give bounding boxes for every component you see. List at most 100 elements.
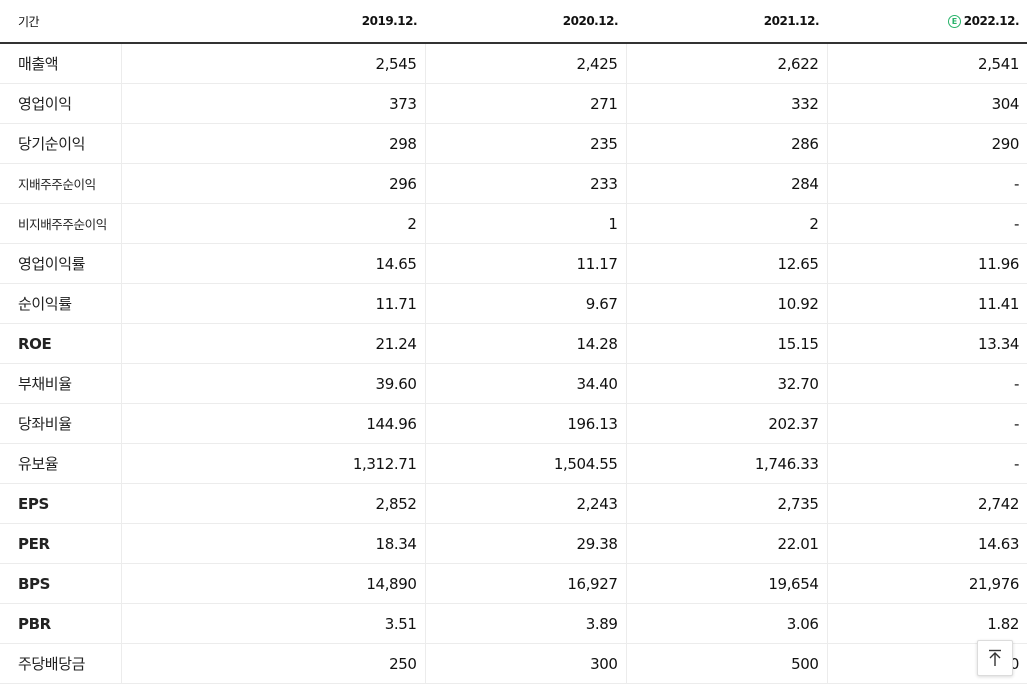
- cell-value: 1,504.55: [424, 443, 626, 484]
- cell-value: 196.13: [424, 403, 626, 444]
- cell-value: 11.96: [826, 243, 1027, 284]
- cell-value: 19,654: [625, 563, 827, 604]
- cell-value: 16,927: [424, 563, 626, 604]
- table-header-row: 기간 2019.12. 2020.12. 2021.12. E 2022.12.: [0, 0, 1027, 44]
- cell-value: 2,243: [424, 483, 626, 524]
- cell-value: 2: [120, 203, 425, 244]
- cell-value: 3.06: [625, 603, 827, 644]
- table-row: ROE 21.24 14.28 15.15 13.34: [0, 323, 1027, 364]
- row-label: 당기순이익: [0, 123, 121, 164]
- cell-value: 290: [826, 123, 1027, 164]
- year-header: 2020.12.: [425, 0, 626, 44]
- cell-value: 18.34: [120, 523, 425, 564]
- row-label: EPS: [0, 483, 121, 524]
- year-header-estimate: E 2022.12.: [827, 0, 1027, 44]
- cell-value: 32.70: [625, 363, 827, 404]
- row-label: 영업이익: [0, 83, 121, 124]
- cell-value: 373: [120, 83, 425, 124]
- cell-value: 10.92: [625, 283, 827, 324]
- cell-value: 1: [424, 203, 626, 244]
- row-label: 당좌비율: [0, 403, 121, 444]
- cell-value: 2,742: [826, 483, 1027, 524]
- row-label: PER: [0, 523, 121, 564]
- cell-value: 29.38: [424, 523, 626, 564]
- row-label: ROE: [0, 323, 121, 364]
- cell-value: 202.37: [625, 403, 827, 444]
- table-row: EPS 2,852 2,243 2,735 2,742: [0, 483, 1027, 524]
- cell-value: 14.65: [120, 243, 425, 284]
- row-label: 부채비율: [0, 363, 121, 404]
- row-label: 유보율: [0, 443, 121, 484]
- arrow-up-to-line-icon: [989, 649, 1001, 666]
- cell-value: 271: [424, 83, 626, 124]
- cell-value: 9.67: [424, 283, 626, 324]
- cell-value: 13.34: [826, 323, 1027, 364]
- cell-value: 11.17: [424, 243, 626, 284]
- cell-value: 332: [625, 83, 827, 124]
- row-label: 순이익률: [0, 283, 121, 324]
- cell-value: 15.15: [625, 323, 827, 364]
- row-label: PBR: [0, 603, 121, 644]
- cell-value: -: [826, 443, 1027, 484]
- table-row: 당기순이익 298 235 286 290: [0, 123, 1027, 164]
- table-row: 부채비율 39.60 34.40 32.70 -: [0, 363, 1027, 404]
- cell-value: 298: [120, 123, 425, 164]
- cell-value: 3.89: [424, 603, 626, 644]
- row-label: BPS: [0, 563, 121, 604]
- cell-value: 2,622: [625, 43, 827, 84]
- cell-value: 11.71: [120, 283, 425, 324]
- cell-value: 2: [625, 203, 827, 244]
- cell-value: 284: [625, 163, 827, 204]
- row-label: 지배주주순이익: [0, 163, 121, 204]
- cell-value: -: [826, 403, 1027, 444]
- cell-value: 2,541: [826, 43, 1027, 84]
- cell-value: 14,890: [120, 563, 425, 604]
- table-row: 영업이익 373 271 332 304: [0, 83, 1027, 124]
- cell-value: -: [826, 203, 1027, 244]
- cell-value: 14.28: [424, 323, 626, 364]
- cell-value: 11.41: [826, 283, 1027, 324]
- cell-value: 1,746.33: [625, 443, 827, 484]
- table-row: 지배주주순이익 296 233 284 -: [0, 163, 1027, 204]
- cell-value: 2,545: [120, 43, 425, 84]
- table-row: 영업이익률 14.65 11.17 12.65 11.96: [0, 243, 1027, 284]
- cell-value: 296: [120, 163, 425, 204]
- cell-value: 34.40: [424, 363, 626, 404]
- table-row: 당좌비율 144.96 196.13 202.37 -: [0, 403, 1027, 444]
- cell-value: 300: [424, 643, 626, 684]
- scroll-to-top-button[interactable]: [977, 640, 1013, 676]
- cell-value: 286: [625, 123, 827, 164]
- cell-value: 1,312.71: [120, 443, 425, 484]
- table-row: PBR 3.51 3.89 3.06 1.82: [0, 603, 1027, 644]
- row-label: 매출액: [0, 43, 121, 84]
- table-row: BPS 14,890 16,927 19,654 21,976: [0, 563, 1027, 604]
- cell-value: 21,976: [826, 563, 1027, 604]
- year-header: 2019.12.: [121, 0, 425, 44]
- cell-value: 304: [826, 83, 1027, 124]
- cell-value: 12.65: [625, 243, 827, 284]
- cell-value: 14.63: [826, 523, 1027, 564]
- cell-value: 233: [424, 163, 626, 204]
- period-header: 기간: [0, 0, 121, 44]
- row-label: 주당배당금: [0, 643, 121, 684]
- cell-value: 39.60: [120, 363, 425, 404]
- cell-value: 2,852: [120, 483, 425, 524]
- estimate-badge-icon: E: [947, 15, 961, 28]
- cell-value: 250: [120, 643, 425, 684]
- row-label: 비지배주주순이익: [0, 203, 121, 244]
- cell-value: 500: [625, 643, 827, 684]
- table-row: 유보율 1,312.71 1,504.55 1,746.33 -: [0, 443, 1027, 484]
- cell-value: 2,425: [424, 43, 626, 84]
- cell-value: 22.01: [625, 523, 827, 564]
- cell-value: 144.96: [120, 403, 425, 444]
- cell-value: 1.82: [826, 603, 1027, 644]
- table-row: 순이익률 11.71 9.67 10.92 11.41: [0, 283, 1027, 324]
- row-label: 영업이익률: [0, 243, 121, 284]
- cell-value: -: [826, 363, 1027, 404]
- year-header: 2021.12.: [626, 0, 827, 44]
- cell-value: 2,735: [625, 483, 827, 524]
- year-header-label: 2022.12.: [963, 14, 1020, 28]
- cell-value: -: [826, 163, 1027, 204]
- table-row: 비지배주주순이익 2 1 2 -: [0, 203, 1027, 244]
